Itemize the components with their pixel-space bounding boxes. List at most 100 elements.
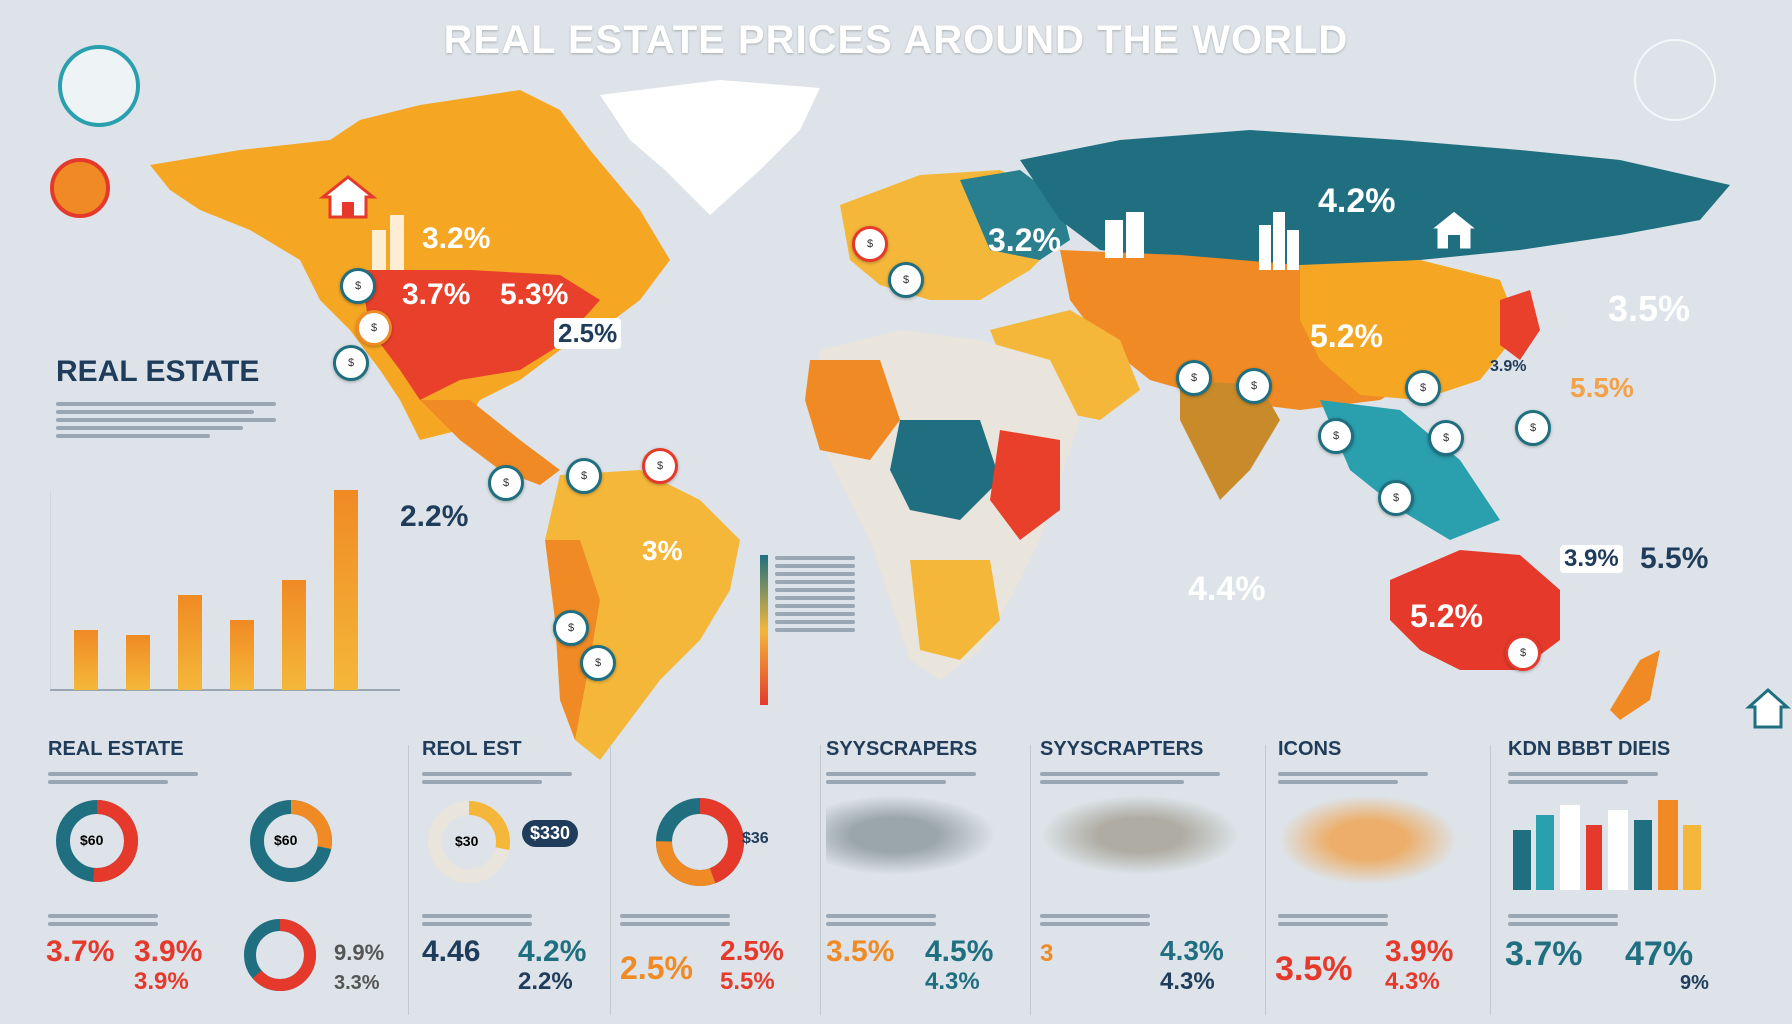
map-label: 5.5% xyxy=(1640,542,1709,575)
location-pin-icon[interactable]: $ xyxy=(566,458,602,494)
location-pin-icon[interactable]: $ xyxy=(1318,418,1354,454)
divider xyxy=(610,745,611,1015)
stat-value: 47% xyxy=(1625,935,1694,973)
section-title: SYYSCRAPERS xyxy=(826,738,978,760)
map-label: 3.2% xyxy=(988,222,1061,258)
section-title: REAL ESTATE xyxy=(48,738,184,760)
bar xyxy=(334,490,358,690)
faux-text xyxy=(826,910,936,930)
stat-value: 4.2% xyxy=(518,935,587,968)
faux-text xyxy=(48,910,158,930)
location-pin-icon[interactable]: $ xyxy=(356,310,392,346)
skyscraper-icon xyxy=(1259,212,1299,270)
bar xyxy=(74,630,98,690)
location-pin-icon[interactable]: $ xyxy=(1505,635,1541,671)
bar xyxy=(282,580,306,690)
divider xyxy=(1265,745,1266,1015)
section-title: ICONS xyxy=(1278,738,1342,760)
map-label: 2.2% xyxy=(400,500,469,533)
map-label: 4.2% xyxy=(1318,182,1396,220)
location-pin-icon[interactable]: $ xyxy=(1176,360,1212,396)
divider xyxy=(1030,745,1031,1015)
japan xyxy=(1500,290,1540,360)
stat-value: 2.2% xyxy=(518,968,573,995)
stat-value: 3.3% xyxy=(334,972,380,994)
location-pin-icon[interactable]: $ xyxy=(1378,480,1414,516)
house-icon xyxy=(318,175,378,219)
location-pin-icon[interactable]: $ xyxy=(580,645,616,681)
donut-chart xyxy=(656,798,744,886)
stat-value: 2.5% xyxy=(620,950,693,986)
location-pin-icon[interactable]: $ xyxy=(488,465,524,501)
donut-chart xyxy=(428,801,510,883)
location-pin-icon[interactable]: $ xyxy=(888,262,924,298)
location-pin-icon[interactable]: $ xyxy=(642,448,678,484)
section-title: SYYSCRAPTERS xyxy=(1040,738,1204,760)
section-title: KDN BBBT DIEIS xyxy=(1508,738,1671,760)
location-pin-icon[interactable]: $ xyxy=(1236,368,1272,404)
russia xyxy=(1020,130,1730,270)
stat-value: 3.5% xyxy=(826,935,895,968)
location-pin-icon[interactable]: $ xyxy=(553,610,589,646)
section-title: REOL EST xyxy=(422,738,522,760)
donut-label: $60 xyxy=(274,832,298,848)
location-pin-icon[interactable]: $ xyxy=(852,226,888,262)
building-icon xyxy=(372,215,404,270)
faux-text xyxy=(1278,768,1428,788)
faux-text xyxy=(422,910,532,930)
location-pin-icon[interactable]: $ xyxy=(1515,410,1551,446)
map-label: 4.4% xyxy=(1188,570,1266,608)
page-title: REAL ESTATE PRICES AROUND THE WORLD xyxy=(443,18,1349,62)
map-label: 3.9% xyxy=(1560,545,1623,573)
price-pill: $330 xyxy=(522,820,579,847)
map-label: 3.2% xyxy=(422,222,491,255)
mini-map xyxy=(1040,795,1240,875)
south-america xyxy=(545,470,740,760)
house-icon xyxy=(1424,208,1484,252)
divider xyxy=(1490,745,1491,1015)
map-label: 3.7% xyxy=(402,278,471,311)
location-pin-icon[interactable]: $ xyxy=(333,345,369,381)
china xyxy=(1300,260,1520,400)
africa-central xyxy=(890,420,1000,520)
stat-value: 4.3% xyxy=(1160,935,1224,966)
stat-value: 4.3% xyxy=(1385,968,1440,995)
greenland xyxy=(600,80,820,215)
donut-label: $30 xyxy=(455,833,479,849)
bar-chart xyxy=(50,490,400,691)
location-pin-icon[interactable]: $ xyxy=(340,268,376,304)
stat-value: 3.9% xyxy=(1385,935,1454,968)
legend-strip xyxy=(760,555,768,705)
africa-east xyxy=(990,430,1060,540)
map-label: 3.5% xyxy=(1608,288,1691,329)
faux-text xyxy=(1040,768,1220,788)
bar xyxy=(126,635,150,690)
faux-text xyxy=(1508,910,1618,930)
stat-value: 5.5% xyxy=(720,968,775,995)
left-panel-heading: REAL ESTATE xyxy=(56,355,260,388)
stat-value: 4.3% xyxy=(925,968,980,995)
africa-south xyxy=(910,560,1000,660)
faux-text xyxy=(56,398,276,442)
faux-text xyxy=(775,552,855,636)
new-zealand xyxy=(1610,650,1660,720)
faux-text xyxy=(422,768,572,788)
map-label: 5.5% xyxy=(1570,372,1634,403)
bar xyxy=(178,595,202,690)
donut-chart xyxy=(56,800,138,882)
skyline-icon xyxy=(1513,800,1701,890)
location-pin-icon[interactable]: $ xyxy=(1405,370,1441,406)
se-asia xyxy=(1320,400,1500,540)
stat-value: 4.5% xyxy=(925,935,994,968)
stat-value: 9% xyxy=(1680,972,1709,994)
location-pin-icon[interactable]: $ xyxy=(1428,420,1464,456)
faux-text xyxy=(1040,910,1150,930)
map-label: 5.2% xyxy=(1310,318,1383,354)
stat-value: 3.9% xyxy=(134,968,189,995)
map-label: 2.5% xyxy=(554,318,622,349)
donut-chart xyxy=(250,800,332,882)
location-pin-icon xyxy=(50,158,110,218)
faux-text xyxy=(1278,910,1388,930)
map-label: 5.2% xyxy=(1410,598,1483,634)
